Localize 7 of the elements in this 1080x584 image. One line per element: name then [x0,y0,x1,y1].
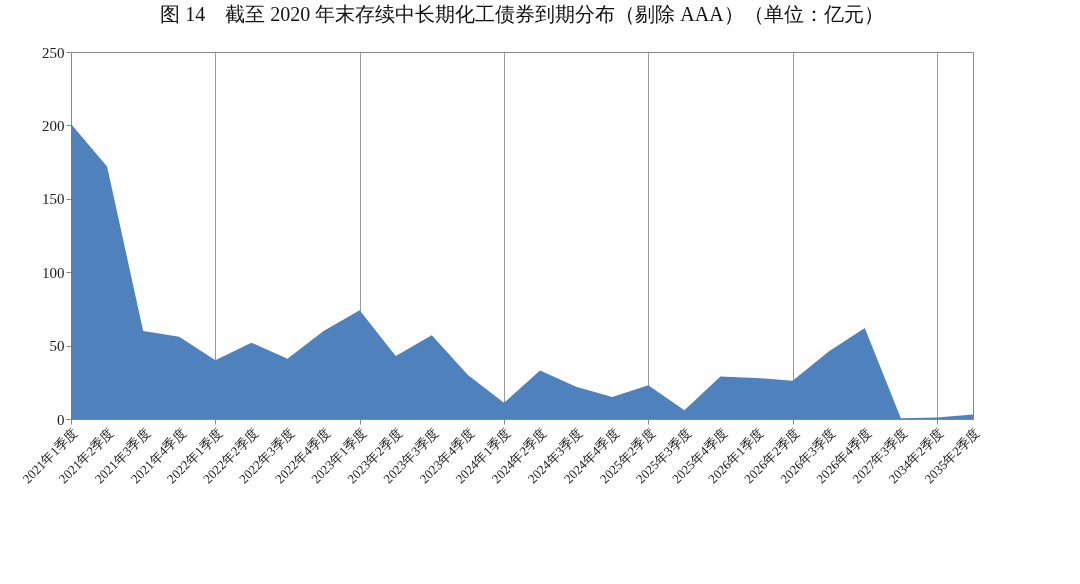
y-tick-label: 100 [42,264,65,281]
y-tick-label: 250 [42,44,65,61]
y-tick-label: 150 [42,191,65,208]
y-tick-label: 50 [49,338,65,355]
y-tick-label: 200 [42,117,65,134]
chart-title: 图 14 截至 2020 年末存续中长期化工债券到期分布（剔除 AAA）（单位：亿元） [160,3,884,25]
y-tick-label: 0 [57,411,65,428]
